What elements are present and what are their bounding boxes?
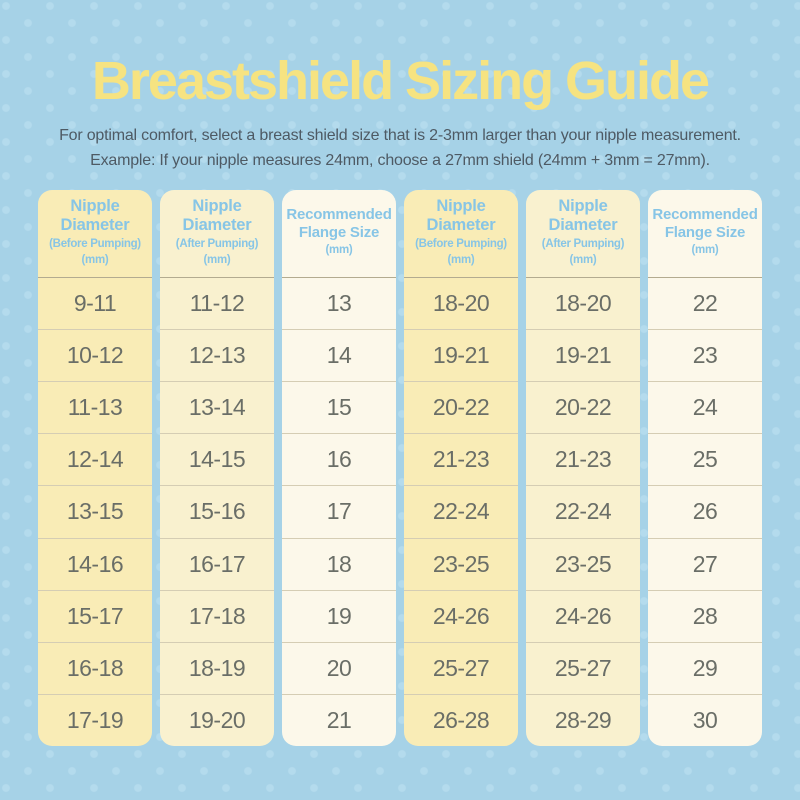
table-cell: 15-17 <box>38 589 152 642</box>
table-cell: 17 <box>282 485 396 537</box>
column-header-subtitle: (Before Pumping) <box>49 238 141 251</box>
column-header-unit: (mm) <box>325 244 353 257</box>
table-cell: 16-17 <box>160 537 274 590</box>
table-cell: 22-24 <box>404 485 518 537</box>
table-cell: 19-20 <box>160 693 274 746</box>
table-cell: 15 <box>282 381 396 433</box>
table-cell: 24-26 <box>404 589 518 642</box>
table-cell: 14-16 <box>38 537 152 590</box>
table-cell: 28-29 <box>526 693 640 746</box>
table-cell: 12-14 <box>38 433 152 485</box>
table-cell: 26-28 <box>404 693 518 746</box>
table-cell: 21-23 <box>526 433 640 485</box>
table-cell: 23 <box>648 329 762 381</box>
table-cell: 30 <box>648 693 762 746</box>
table-cell: 18-20 <box>554 290 612 317</box>
subtitle-line-1: For optimal comfort, select a breast shi… <box>59 127 741 144</box>
table-cell: 20-22 <box>526 381 640 433</box>
table-cell: 17-18 <box>160 589 274 642</box>
column-header-after: Nipple Diameter (After Pumping) (mm) <box>160 190 274 278</box>
column-header-title: Nipple Diameter <box>60 196 130 235</box>
table-cell: 19 <box>282 589 396 642</box>
column-header-title: Nipple Diameter <box>426 196 496 235</box>
table-cell: 18-19 <box>160 641 274 694</box>
table-cell: 11-12 <box>189 290 245 317</box>
column-header-after: Nipple Diameter (After Pumping) (mm) <box>526 190 640 278</box>
page-title: Breastshield Sizing Guide <box>91 51 710 111</box>
table-cell: 21 <box>282 693 396 746</box>
table-cell: 10-12 <box>38 329 152 381</box>
table-cell: 19-21 <box>404 329 518 381</box>
table-cell: 16 <box>282 433 396 485</box>
table-cell: 23-25 <box>404 537 518 590</box>
table-cell: 13-15 <box>38 485 152 537</box>
column-header-unit: (mm) <box>447 254 475 267</box>
column-header-subtitle: (Before Pumping) <box>415 238 507 251</box>
table-column-left-flange: Recommended Flange Size (mm) 13 14 15 16 17 18 1… <box>282 190 396 746</box>
table-cell: 24-26 <box>526 589 640 642</box>
table-cell: 14-15 <box>160 433 274 485</box>
table-cell: 15-16 <box>160 485 274 537</box>
column-header-subtitle: (After Pumping) <box>541 238 625 251</box>
table-column-left-before: Nipple Diameter (Before Pumping) (mm) 9-11 1… <box>38 190 152 746</box>
table-cell: 9-11 <box>73 290 117 317</box>
table-cell: 16-18 <box>38 641 152 694</box>
table-cell: 26 <box>648 485 762 537</box>
column-header-flange: Recommended Flange Size (mm) <box>282 190 396 278</box>
table-cell: 22 <box>692 290 718 317</box>
table-column-left-after: Nipple Diameter (After Pumping) (mm) 11-12 1… <box>160 190 274 746</box>
table-column-right-flange: Recommended Flange Size (mm) 22 23 24 25 26 27 2… <box>648 190 762 746</box>
table-cell: 12-13 <box>160 329 274 381</box>
table-column-right-after: Nipple Diameter (After Pumping) (mm) 18-20 1… <box>526 190 640 746</box>
table-cell: 25-27 <box>404 641 518 694</box>
column-header-before: Nipple Diameter (Before Pumping) (mm) <box>38 190 152 278</box>
table-cell: 28 <box>648 589 762 642</box>
table-cell: 20-22 <box>404 381 518 433</box>
sizing-table: Nipple Diameter (Before Pumping) (mm) 9-11 1… <box>38 190 762 746</box>
table-cell: 11-13 <box>38 381 152 433</box>
column-header-before: Nipple Diameter (Before Pumping) (mm) <box>404 190 518 278</box>
column-header-flange: Recommended Flange Size (mm) <box>648 190 762 278</box>
column-header-title: Recommended Flange Size <box>652 206 758 242</box>
table-cell: 24 <box>648 381 762 433</box>
column-header-unit: (mm) <box>81 254 109 267</box>
column-header-title: Nipple Diameter <box>182 196 252 235</box>
subtitle-line-2: Example: If your nipple measures 24mm, c… <box>90 151 710 169</box>
table-column-right-before: Nipple Diameter (Before Pumping) (mm) 18-20… <box>404 190 518 746</box>
table-cell: 13 <box>326 290 352 317</box>
page-subtitle: For optimal comfort, select a breast shi… <box>0 124 800 174</box>
column-header-title: Nipple Diameter <box>548 196 618 235</box>
table-cell: 17-19 <box>38 693 152 746</box>
table-cell: 13-14 <box>160 381 274 433</box>
column-header-unit: (mm) <box>691 244 719 257</box>
table-cell: 21-23 <box>404 433 518 485</box>
table-cell: 27 <box>648 537 762 590</box>
table-cell: 23-25 <box>526 537 640 590</box>
table-cell: 29 <box>648 641 762 694</box>
column-header-title: Recommended Flange Size <box>286 206 392 242</box>
table-cell: 22-24 <box>526 485 640 537</box>
table-cell: 25-27 <box>526 641 640 694</box>
table-cell: 18-20 <box>432 290 490 317</box>
table-cell: 14 <box>282 329 396 381</box>
table-cell: 20 <box>282 641 396 694</box>
column-header-subtitle: (After Pumping) <box>175 238 259 251</box>
table-cell: 25 <box>648 433 762 485</box>
column-header-unit: (mm) <box>203 254 231 267</box>
column-header-unit: (mm) <box>569 254 597 267</box>
table-cell: 19-21 <box>526 329 640 381</box>
table-cell: 18 <box>282 537 396 590</box>
